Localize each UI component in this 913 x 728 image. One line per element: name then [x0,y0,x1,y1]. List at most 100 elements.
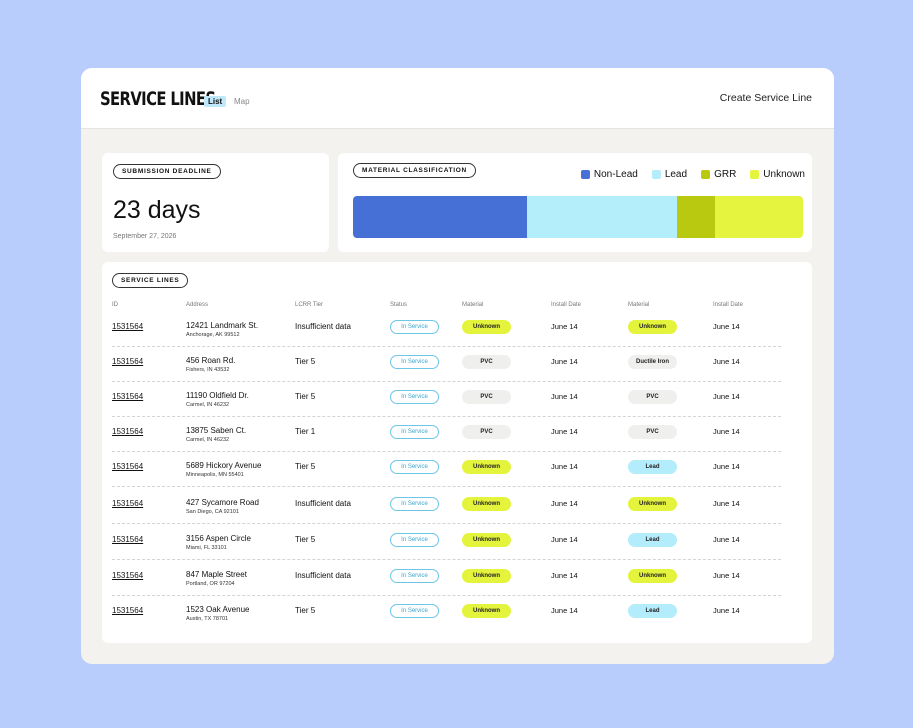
address: 427 Sycamore Road [186,498,259,507]
address: 847 Maple Street [186,570,247,579]
service-line-id-link[interactable]: 1531564 [112,322,144,331]
install-date: June 14 [551,499,578,508]
table-row[interactable]: 1531564 13875 Saben Ct. Carmel, IN 46232 Ti… [112,417,781,452]
table-row[interactable]: 1531564 847 Maple Street Portland, OR 9720… [112,561,781,596]
column-header-material: Material [462,302,484,308]
service-line-id-link[interactable]: 1531564 [112,392,144,401]
legend-label: Unknown [763,169,805,180]
table-row[interactable]: 1531564 3156 Aspen Circle Miami, FL 33101 T… [112,525,781,560]
material-badge-2: Unknown [628,497,677,511]
material-badge: PVC [462,355,511,369]
status-badge: In Service [390,355,439,369]
install-date-2: June 14 [713,392,740,401]
column-header-install-date-2: Install Date [713,302,744,308]
install-date-2: June 14 [713,499,740,508]
status-badge: In Service [390,497,439,511]
lcrr-tier: Insufficient data [295,499,351,508]
city: Anchorage, AK 99512 [186,332,240,338]
install-date: June 14 [551,427,578,436]
table-row[interactable]: 1531564 456 Roan Rd. Fishers, IN 43532 Tier… [112,347,781,382]
service-line-id-link[interactable]: 1531564 [112,606,144,615]
table-row[interactable]: 1531564 5689 Hickory Avenue Minneapolis, M… [112,452,781,487]
column-header-install-date: Install Date [551,302,582,308]
create-service-line-button[interactable]: Create Service Line [719,92,812,104]
material-badge-2: Lead [628,533,677,547]
install-date: June 14 [551,571,578,580]
table-row[interactable]: 1531564 1523 Oak Avenue Austin, TX 78701 Ti… [112,596,781,631]
install-date: June 14 [551,322,578,331]
bar-segment-non-lead [353,196,528,238]
city: Carmel, IN 46232 [186,437,230,443]
material-badge: Unknown [462,569,511,583]
city: Austin, TX 78701 [186,616,229,622]
material-badge: PVC [462,425,511,439]
install-date: June 14 [551,357,578,366]
tab-map[interactable]: Map [234,97,250,106]
bar-segment-lead [527,196,677,238]
install-date-2: June 14 [713,606,740,615]
legend-item-non-lead: Non-Lead [580,169,638,180]
material-stacked-bar [353,196,803,238]
status-badge: In Service [390,604,439,618]
install-date-2: June 14 [713,427,740,436]
service-line-id-link[interactable]: 1531564 [112,571,144,580]
table-row[interactable]: 1531564 427 Sycamore Road San Diego, CA 92… [112,489,781,524]
lcrr-tier: Tier 5 [295,535,316,544]
lcrr-tier: Tier 5 [295,606,316,615]
service-line-id-link[interactable]: 1531564 [112,462,144,471]
column-header-id: ID [112,302,118,308]
status-badge: In Service [390,460,439,474]
material-badge-2: Unknown [628,320,677,334]
address: 13875 Saben Ct. [186,426,247,435]
material-badge: PVC [462,390,511,404]
deadline-date: September 27, 2026 [113,233,177,240]
city: Portland, OR 97204 [186,581,235,587]
lcrr-tier: Tier 5 [295,392,316,401]
city: San Diego, CA 92101 [186,509,239,515]
legend-label: Non-Lead [593,169,638,180]
service-line-id-link[interactable]: 1531564 [112,427,144,436]
install-date-2: June 14 [713,571,740,580]
material-badge-2: Lead [628,460,677,474]
install-date: June 14 [551,392,578,401]
material-badge: Unknown [462,497,511,511]
legend-item-grr: GRR [701,169,736,180]
lcrr-tier: Insufficient data [295,322,351,331]
lcrr-tier: Tier 5 [295,357,316,366]
column-header-material-2: Material [628,302,650,308]
legend-swatch [701,170,711,179]
city: Miami, FL 33101 [186,545,227,551]
legend-label: GRR [714,169,737,180]
lcrr-tier: Insufficient data [295,571,351,580]
install-date-2: June 14 [713,357,740,366]
service-lines-label: SERVICE LINES [112,273,189,288]
legend-item-lead: Lead [651,169,687,180]
service-line-id-link[interactable]: 1531564 [112,535,144,544]
material-badge-2: Ductile Iron [628,355,677,369]
material-classification-card: MATERIAL CLASSIFICATION Non-Lead Lead GRR U… [338,153,812,252]
legend-swatch [580,170,590,179]
column-header-status: Status [390,302,408,308]
material-badge: Unknown [462,460,511,474]
material-badge: Unknown [462,533,511,547]
status-badge: In Service [390,533,439,547]
material-badge: Unknown [462,320,511,334]
material-badge: Unknown [462,604,511,618]
install-date: June 14 [551,606,578,615]
legend-item-unknown: Unknown [750,169,805,180]
submission-deadline-card: SUBMISSION DEADLINE 23 days September 27… [102,153,329,252]
address: 12421 Landmark St. [186,321,259,330]
install-date-2: June 14 [713,322,740,331]
table-row[interactable]: 1531564 11190 Oldfield Dr. Carmel, IN 4623… [112,382,781,417]
lcrr-tier: Tier 1 [295,427,316,436]
app-window: SERVICE LINES List Map Create Service Li… [81,68,834,664]
service-line-id-link[interactable]: 1531564 [112,357,144,366]
service-line-id-link[interactable]: 1531564 [112,499,144,508]
top-bar: SERVICE LINES List Map Create Service Li… [81,68,834,129]
address: 1523 Oak Avenue [186,605,250,614]
material-badge-2: PVC [628,390,677,404]
table-row[interactable]: 1531564 12421 Landmark St. Anchorage, AK 9… [112,312,781,347]
lcrr-tier: Tier 5 [295,462,316,471]
status-badge: In Service [390,425,439,439]
tab-list[interactable]: List [204,96,227,107]
